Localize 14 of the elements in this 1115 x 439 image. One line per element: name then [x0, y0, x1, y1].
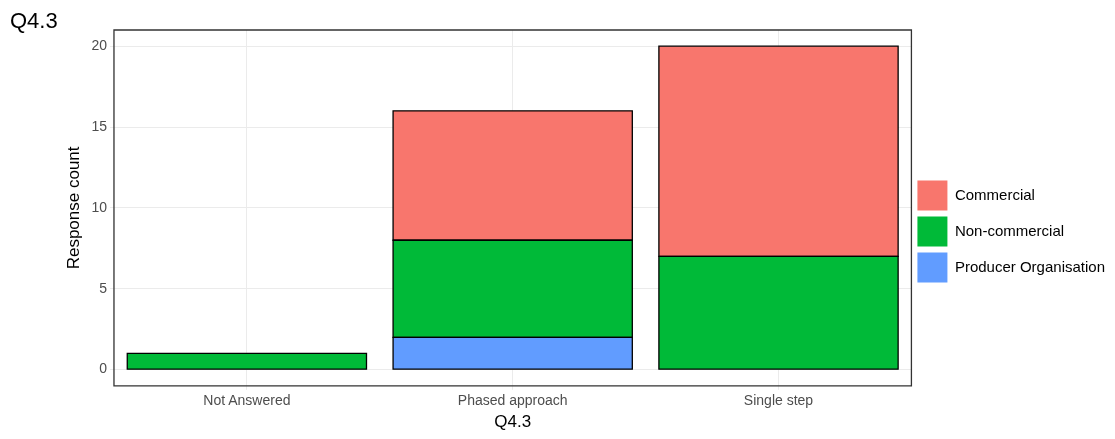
x-tick-label: Not Answered — [203, 392, 291, 409]
y-tick-label: 5 — [99, 279, 108, 296]
y-tick-label: 10 — [91, 198, 108, 215]
x-tick-label: Phased approach — [457, 392, 568, 409]
x-tick-label: Single step — [743, 392, 814, 409]
y-tick-label: 0 — [99, 360, 108, 377]
x-axis-title: Q4.3 — [494, 412, 532, 432]
chart-title: Q4.3 — [10, 8, 58, 34]
legend-label: Commercial — [954, 185, 1035, 203]
y-tick-label: 20 — [91, 37, 108, 54]
y-axis-title: Response count — [63, 146, 83, 270]
y-tick-label: 15 — [91, 117, 108, 134]
legend-label: Non-commercial — [954, 221, 1065, 239]
legend-label: Producer Organisation — [954, 257, 1106, 275]
